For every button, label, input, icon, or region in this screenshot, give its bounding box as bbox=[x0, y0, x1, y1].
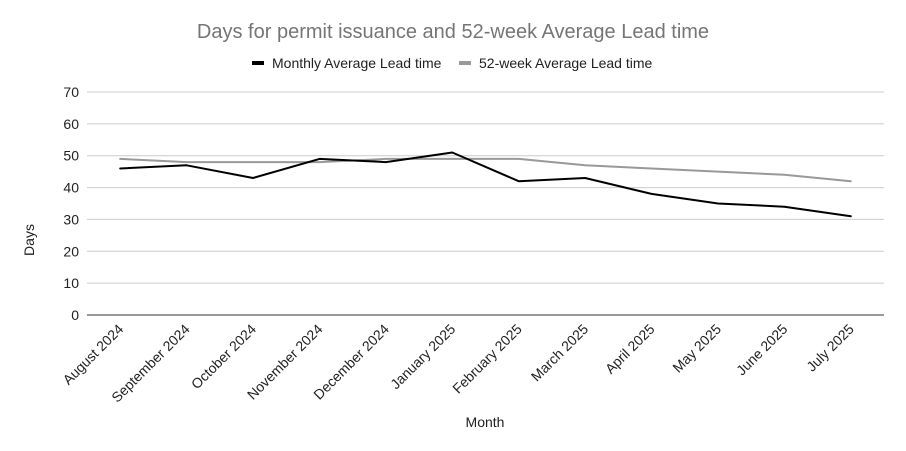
legend-label-52week: 52-week Average Lead time bbox=[479, 55, 653, 71]
legend: Monthly Average Lead time 52-week Averag… bbox=[252, 55, 653, 71]
x-tick-label: February 2025 bbox=[449, 321, 525, 397]
x-tick-label: April 2025 bbox=[602, 321, 658, 377]
52-week-average-line bbox=[119, 157, 852, 183]
legend-label-monthly: Monthly Average Lead time bbox=[272, 55, 442, 71]
y-tick-label: 70 bbox=[63, 84, 79, 100]
y-tick-label: 30 bbox=[63, 211, 79, 227]
x-tick-label: January 2025 bbox=[387, 321, 458, 392]
y-axis-label: Days bbox=[21, 224, 37, 256]
x-tick-label: May 2025 bbox=[669, 321, 724, 376]
y-axis-ticks: 0 10 20 30 40 50 60 70 bbox=[63, 84, 79, 323]
y-tick-label: 50 bbox=[63, 148, 79, 164]
monthly-average-line bbox=[119, 151, 852, 218]
y-tick-label: 10 bbox=[63, 275, 79, 291]
series-lines bbox=[119, 151, 852, 218]
x-axis-label: Month bbox=[466, 414, 505, 430]
x-tick-label: October 2024 bbox=[188, 321, 259, 392]
y-tick-label: 20 bbox=[63, 243, 79, 259]
y-tick-label: 60 bbox=[63, 116, 79, 132]
x-tick-label: June 2025 bbox=[733, 321, 791, 379]
legend-entry-52week: 52-week Average Lead time bbox=[459, 55, 653, 71]
x-tick-label: July 2025 bbox=[803, 321, 857, 375]
chart-title: Days for permit issuance and 52-week Ave… bbox=[197, 21, 709, 43]
y-tick-label: 40 bbox=[63, 180, 79, 196]
y-tick-label: 0 bbox=[71, 307, 79, 323]
gridlines bbox=[87, 91, 884, 284]
x-tick-label: March 2025 bbox=[528, 321, 592, 385]
x-tick-label: August 2024 bbox=[59, 321, 126, 388]
legend-entry-monthly: Monthly Average Lead time bbox=[252, 55, 442, 71]
